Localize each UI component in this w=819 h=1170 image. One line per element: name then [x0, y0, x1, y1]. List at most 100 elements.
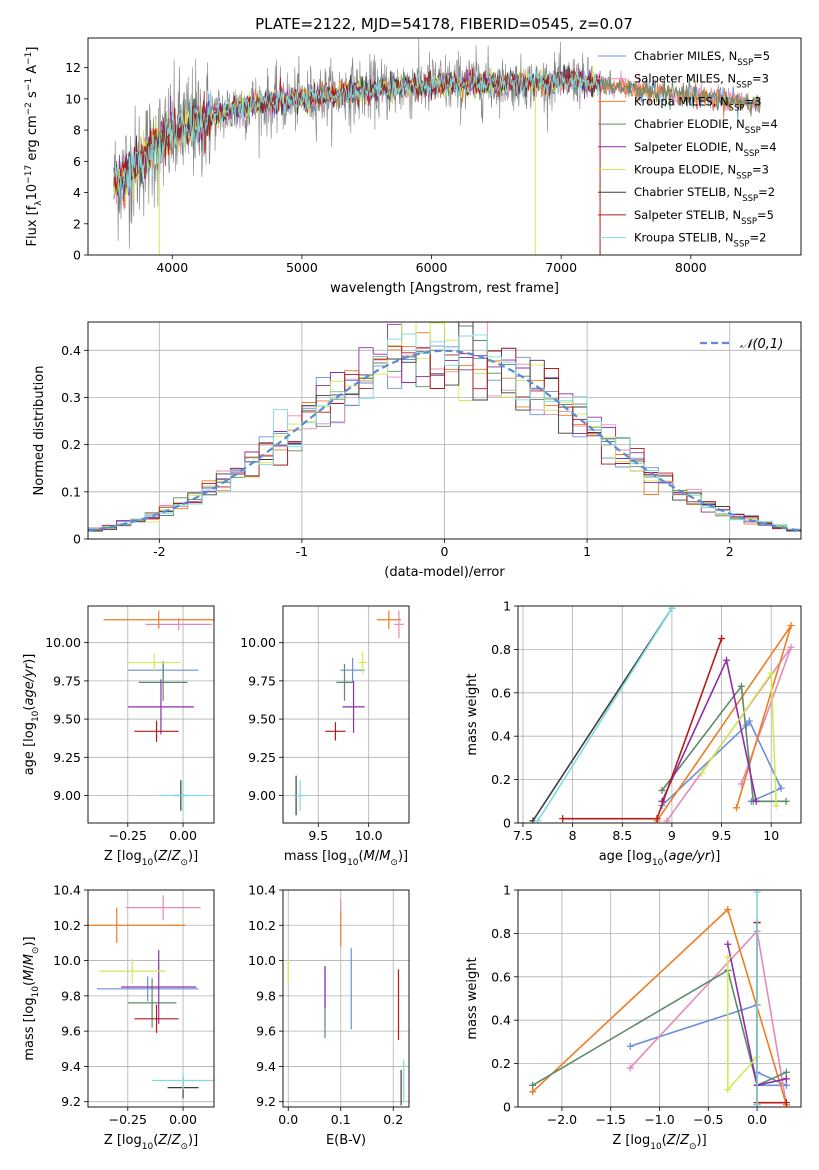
x-tick-label: 0.00: [169, 1112, 197, 1127]
label-part: A: [25, 65, 40, 78]
y-tick-label: 0.8: [491, 926, 511, 941]
legend-label-chabrier-miles: Chabrier MILES, NSSP=5: [634, 49, 770, 68]
weight-marker: [529, 1081, 537, 1089]
label-part: −17: [24, 165, 34, 184]
errorbar-salpeter-stelib: [134, 1004, 179, 1033]
y-tick-label: 0.2: [491, 1056, 511, 1071]
weight-line-chabrier-elodie: [661, 684, 787, 803]
legend-sub: SSP: [736, 172, 752, 182]
weight-marker: [782, 1068, 790, 1076]
plot-area: [283, 890, 409, 1107]
errorbar-salpeter-elodie: [342, 680, 365, 733]
label-part: 10: [31, 710, 41, 722]
y-tick-label: 10.4: [248, 883, 276, 898]
weight-marker: [767, 669, 775, 677]
x-tick-label: 7.5: [513, 828, 533, 843]
y-tick-label: 0: [73, 248, 81, 263]
y-tick-label: 0.1: [61, 484, 81, 499]
x-tick-label: 10: [763, 828, 779, 843]
y-tick-label: 0.8: [491, 642, 511, 657]
errorbar-chabrier-elodie: [138, 664, 188, 701]
y-tick-label: 0: [73, 532, 81, 547]
y-tick-label: 9.2: [61, 1094, 81, 1109]
legend-label-chabrier-stelib: Chabrier STELIB, NSSP=2: [634, 185, 775, 204]
axes-frame: [282, 605, 410, 824]
errorbar-kroupa-miles: [88, 907, 186, 943]
y-axis-label: mass weight: [465, 673, 480, 755]
y-axis-label: Normed distribution: [32, 366, 47, 496]
x-tick-label: 8.5: [612, 828, 632, 843]
x-tick-label: 0.2: [383, 1112, 403, 1127]
x-tick-label: 0.0: [747, 1112, 767, 1127]
errorbar-chabrier-elodie: [336, 664, 353, 701]
y-tick-label: 0.3: [61, 390, 81, 405]
label-part: Z: [666, 1133, 677, 1148]
errorbar-salpeter-stelib: [134, 720, 179, 743]
x-tick-label: 0: [441, 544, 449, 559]
label-part: )]: [710, 849, 720, 864]
legend-label-kroupa-miles: Kroupa MILES, NSSP=3: [634, 94, 761, 113]
weight-line-chabrier-elodie: [532, 969, 787, 1087]
x-tick-label: 9.5: [308, 828, 328, 843]
label-part: Z [log: [612, 1133, 650, 1148]
x-tick-label: −0.5: [693, 1112, 723, 1127]
y-tick-label: 1: [503, 599, 511, 614]
legend-label-salpeter-elodie: Salpeter ELODIE, NSSP=4: [634, 140, 777, 159]
x-axis-label: Z [log10(Z/Z⊙)]: [104, 1133, 198, 1152]
legend-text: Kroupa ELODIE, N: [634, 163, 736, 177]
figure-title: PLATE=2122, MJD=54178, FIBERID=0545, z=0…: [255, 15, 633, 33]
x-tick-label: 8: [569, 828, 577, 843]
label-part: age [log: [599, 849, 652, 864]
label-part: mass [log: [22, 997, 37, 1060]
y-tick-label: 9.4: [256, 1059, 276, 1074]
weight-marker: [772, 802, 780, 810]
label-part: s: [25, 91, 40, 102]
x-axis-label: (data-model)/error: [384, 565, 505, 580]
y-tick-label: 10: [65, 91, 81, 106]
legend-text: Salpeter ELODIE, N: [634, 140, 744, 154]
label-part: ⊙: [31, 947, 41, 955]
y-tick-label: 0: [503, 816, 511, 831]
y-tick-label: 9.8: [256, 988, 276, 1003]
legend-text: Chabrier MILES, N: [634, 49, 737, 63]
x-tick-label: 8000: [675, 260, 707, 275]
errorbar-chabrier-elodie: [127, 978, 177, 1028]
axes-weight-vs-z: −2.0 −1.5 −1.0 −0.5 0.0 0 0.2 0.4 0.6 0.8 1 Z [log1…: [465, 883, 802, 1152]
x-tick-label: 1: [583, 544, 591, 559]
label-part: (: [153, 1133, 158, 1148]
label-part: Z: [679, 1133, 690, 1148]
weight-line-salpeter-stelib: [562, 638, 723, 820]
x-tick-label: 0.00: [169, 828, 197, 843]
model-line-salpeter-stelib: [113, 67, 601, 191]
weight-marker: [782, 797, 790, 805]
label-part: )]: [22, 936, 37, 946]
label-part: Z [log: [104, 1133, 142, 1148]
axes-frame: [87, 37, 802, 256]
weight-marker: [626, 1064, 634, 1072]
y-tick-label: 8: [73, 123, 81, 138]
y-axis-label: age [log10(age/yr)]: [22, 654, 41, 776]
label-part: )]: [188, 1133, 198, 1148]
legend-sub: SSP: [744, 149, 760, 159]
label-part: −2: [24, 102, 34, 115]
label-part: /: [167, 849, 172, 864]
y-tick-label: 1: [503, 883, 511, 898]
x-tick-label: −1.0: [644, 1112, 674, 1127]
label-part: /: [375, 849, 380, 864]
label-part: (: [662, 1133, 667, 1148]
x-tick-label: −0.25: [109, 1112, 147, 1127]
errorbar-kroupa-stelib: [152, 1071, 214, 1090]
weight-marker: [724, 953, 732, 961]
label-part: Z [log: [104, 849, 142, 864]
y-tick-label: 0.4: [491, 729, 511, 744]
y-tick-label: 0.4: [491, 1013, 511, 1028]
weight-marker: [782, 1081, 790, 1089]
label-part: (: [663, 849, 668, 864]
label-part: 10: [142, 1142, 154, 1152]
label-part: λ: [34, 200, 44, 206]
weight-marker: [658, 786, 666, 794]
x-tick-label: 9: [668, 828, 676, 843]
legend-text: Salpeter MILES, N: [634, 72, 736, 86]
y-tick-label: 9.50: [248, 712, 276, 727]
